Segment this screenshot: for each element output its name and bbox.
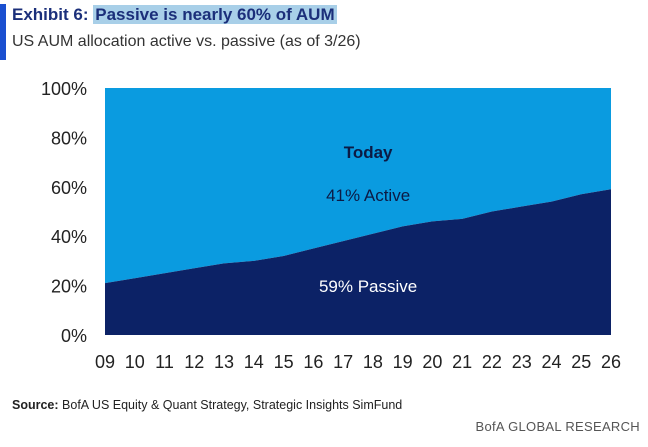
title-text: Passive is nearly 60% of AUM [93, 5, 337, 24]
x-tick-label: 09 [95, 352, 115, 372]
x-tick-label: 21 [452, 352, 472, 372]
x-tick-label: 24 [541, 352, 561, 372]
y-tick-label: 60% [51, 178, 87, 198]
y-tick-label: 100% [41, 79, 87, 99]
annotation-active: 41% Active [326, 186, 410, 205]
chart-title: Exhibit 6: Passive is nearly 60% of AUM [12, 5, 337, 25]
x-tick-label: 16 [303, 352, 323, 372]
x-tick-label: 19 [393, 352, 413, 372]
stacked-area-chart: 0% 20% 40% 60% 80% 100% 09 10 11 12 13 14 15 16 17 18 19… [41, 79, 621, 372]
chart-subtitle: US AUM allocation active vs. passive (as… [12, 33, 361, 50]
x-tick-label: 11 [155, 352, 174, 372]
x-tick-label: 26 [601, 352, 621, 372]
exhibit-label: Exhibit 6: [12, 5, 89, 24]
x-tick-label: 20 [422, 352, 442, 372]
x-tick-label: 12 [184, 352, 204, 372]
x-tick-label: 15 [274, 352, 294, 372]
x-tick-label: 17 [333, 352, 353, 372]
annotation-passive: 59% Passive [319, 277, 417, 296]
x-tick-label: 22 [482, 352, 502, 372]
annotation-today: Today [344, 143, 393, 162]
x-tick-label: 14 [244, 352, 264, 372]
x-tick-label: 25 [571, 352, 591, 372]
source-note: Source: BofA US Equity & Quant Strategy,… [12, 398, 402, 412]
y-tick-label: 20% [51, 277, 87, 297]
x-tick-label: 23 [512, 352, 532, 372]
brand-label: BofA GLOBAL RESEARCH [475, 419, 640, 434]
y-tick-label: 0% [61, 326, 87, 346]
series-area-passive [105, 189, 611, 335]
y-tick-label: 80% [51, 128, 87, 148]
accent-bar [0, 4, 6, 60]
series-area-active [105, 88, 611, 284]
x-tick-label: 13 [214, 352, 234, 372]
y-tick-label: 40% [51, 227, 87, 247]
source-label: Source: [12, 398, 59, 412]
x-tick-label: 10 [125, 352, 145, 372]
x-tick-label: 18 [363, 352, 383, 372]
source-text: BofA US Equity & Quant Strategy, Strateg… [62, 398, 403, 412]
